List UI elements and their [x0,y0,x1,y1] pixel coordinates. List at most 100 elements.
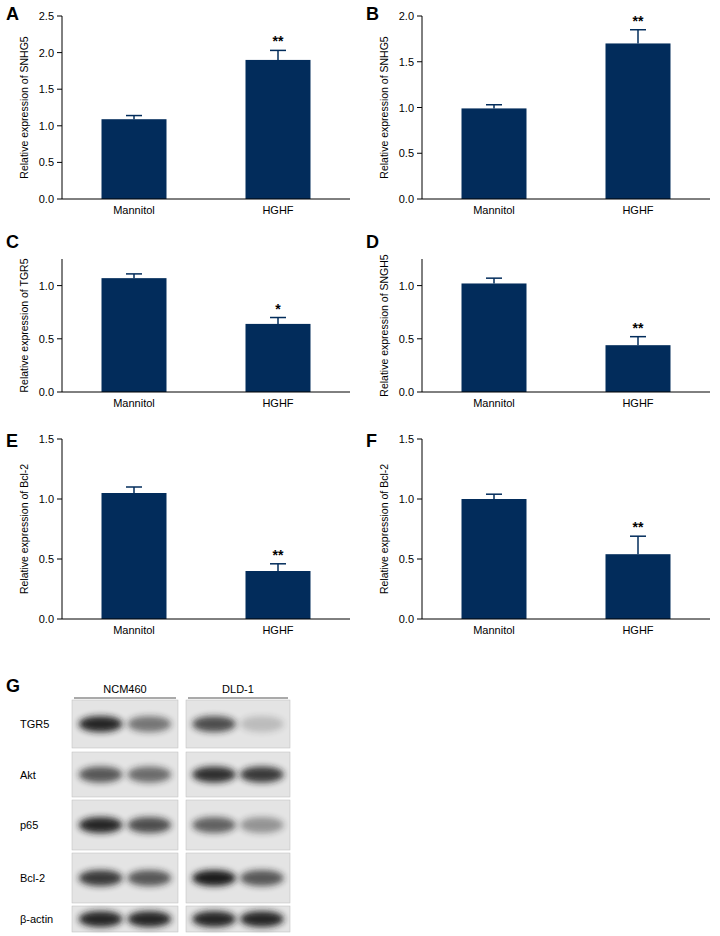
error-bar [270,564,286,571]
bar [246,324,311,392]
panel: B0.00.51.01.52.0MannitolHGHFRelative exp… [366,4,710,216]
x-tick-label: HGHF [622,624,653,636]
y-tick [417,559,422,560]
error-bar [126,116,142,120]
panel-letter: G [6,676,20,696]
cell-line-label: DLD-1 [222,683,254,695]
y-tick [57,16,62,17]
y-tick [417,61,422,62]
band [192,870,236,886]
error-stem [277,318,279,324]
error-bar [486,278,502,283]
bar [102,493,167,619]
y-tick-label: 0.5 [399,553,414,565]
y-tick-label: 0.0 [39,613,54,625]
y-tick [57,439,62,440]
y-tick [417,199,422,200]
panel: A0.00.51.01.52.02.5MannitolHGHFRelative … [6,4,350,216]
bar [462,283,527,392]
error-cap [630,29,646,31]
error-cap [126,115,142,117]
panel-letter: E [6,431,18,451]
y-tick-label: 0.5 [39,156,54,168]
panel-letter: A [6,4,19,24]
error-cap [486,104,502,106]
y-tick-label: 1.5 [39,433,54,445]
blot-strip [186,906,290,932]
error-stem [637,337,639,346]
y-tick-label: 1.0 [39,493,54,505]
bar [606,554,671,619]
protein-label: Bcl-2 [20,872,45,884]
x-axis [62,392,350,393]
y-tick-label: 2.0 [39,47,54,59]
error-bar [270,318,286,324]
y-axis [62,439,63,619]
bar [606,43,671,199]
y-tick-label: 0.5 [399,147,414,159]
bar [606,345,671,392]
blot-strip [72,700,178,748]
y-tick [57,338,62,339]
x-tick-label: Mannitol [113,204,155,216]
band [79,716,123,732]
bar [462,499,527,619]
error-cap [486,277,502,279]
y-axis [62,16,63,199]
band [127,767,171,783]
bar [462,108,527,199]
band [127,817,171,833]
lane-line [74,698,176,699]
error-bar [126,487,142,493]
error-cap [630,535,646,537]
y-tick [57,125,62,126]
panel: F0.00.51.01.5MannitolHGHFRelative expres… [366,431,710,636]
error-bar [630,337,646,346]
x-tick-label: Mannitol [113,397,155,409]
significance: ** [633,320,644,336]
significance: ** [633,519,644,535]
y-tick [57,89,62,90]
y-tick [417,439,422,440]
error-bar [270,50,286,60]
panel: C0.00.51.0MannitolHGHFRelative expressio… [6,232,350,409]
y-tick-label: 1.0 [39,280,54,292]
band [127,911,171,927]
x-tick-label: HGHF [262,624,293,636]
x-axis [62,199,350,200]
bars [462,278,671,392]
blot-panel: GNCM460DLD-1TGR5Aktp65Bcl-2β-actin [6,676,290,932]
y-axis [62,259,63,392]
y-tick-label: 1.0 [39,120,54,132]
bar [102,278,167,392]
significance: ** [273,33,284,49]
band [79,767,123,783]
bars [462,494,671,619]
y-tick [57,392,62,393]
y-tick [417,499,422,500]
error-cap [270,563,286,565]
error-cap [126,273,142,275]
band [240,911,284,927]
y-tick-label: 1.0 [399,102,414,114]
y-tick [417,619,422,620]
panel-letter: F [366,431,377,451]
bars [102,50,311,199]
y-tick [57,619,62,620]
significance: ** [273,547,284,563]
band [79,817,123,833]
error-stem [133,487,135,493]
figure: A0.00.51.01.52.02.5MannitolHGHFRelative … [0,0,720,936]
x-axis [422,199,710,200]
cell-line-label: NCM460 [103,683,146,695]
y-axis [422,259,423,392]
error-stem [637,30,639,44]
bar [246,571,311,619]
y-tick-label: 0.0 [39,386,54,398]
x-tick-label: HGHF [262,204,293,216]
panel: E0.00.51.01.5MannitolHGHFRelative expres… [6,431,350,636]
y-axis [422,439,423,619]
blot-strip [72,752,178,797]
y-tick [417,153,422,154]
error-bar [630,30,646,44]
